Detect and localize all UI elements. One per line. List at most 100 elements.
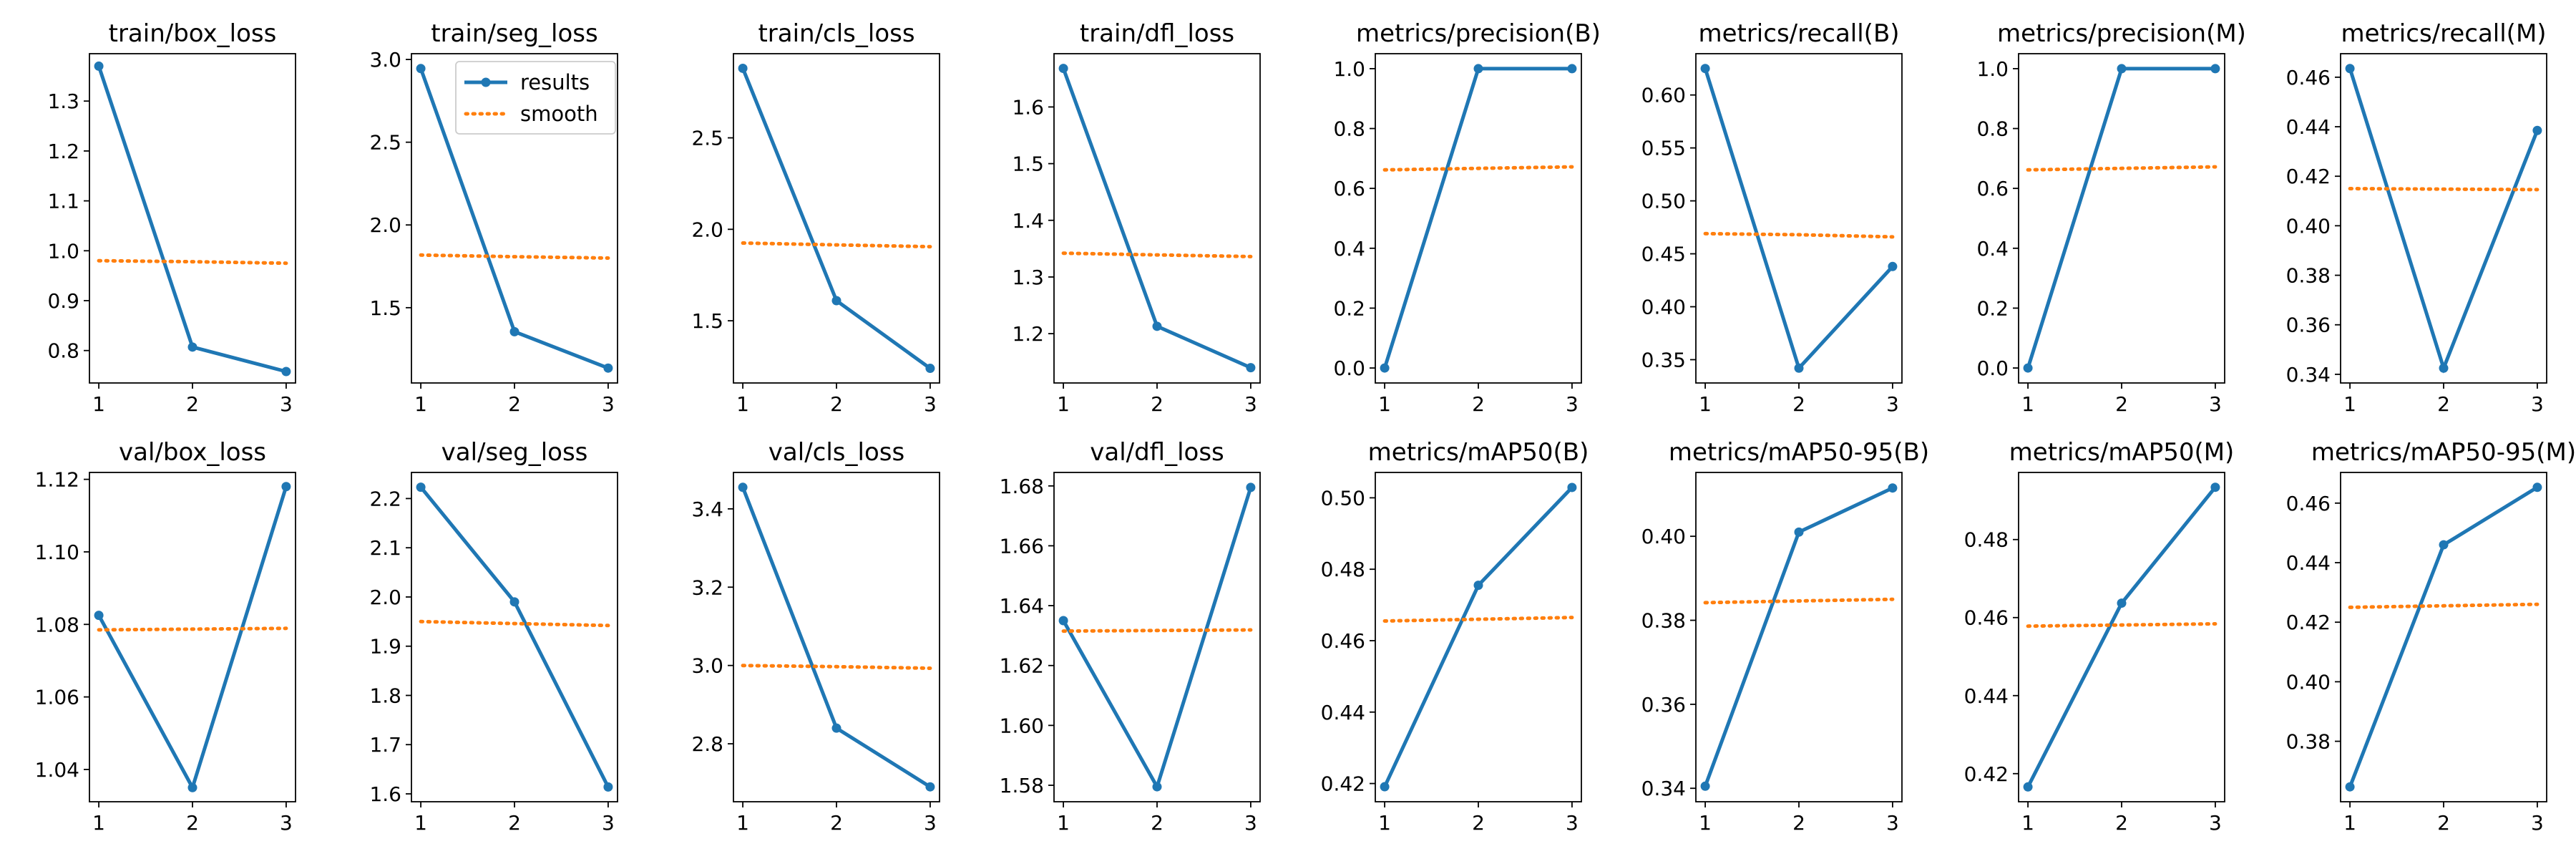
data-point <box>1567 482 1577 492</box>
data-point <box>94 61 104 71</box>
series-line-results <box>1703 67 1894 372</box>
subplot-13: metrics/mAP50(B) 0.42 0.44 0.46 0.48 0.50 1 2 3 <box>1321 438 1589 835</box>
x-tick-label: 2 <box>186 811 199 835</box>
y-tick-label: 1.12 <box>35 468 79 492</box>
y-tick-label: 2.8 <box>691 732 723 756</box>
series-line-results <box>1382 67 1572 369</box>
data-point <box>1380 782 1390 792</box>
x-tick-label: 1 <box>2343 811 2356 835</box>
y-tick-label: 0.42 <box>2286 165 2331 188</box>
y-tick-label: 1.6 <box>1012 95 1044 119</box>
axes-frame <box>1695 472 1903 802</box>
x-tick-label: 2 <box>830 392 843 416</box>
x-tick-label: 2 <box>2437 811 2450 835</box>
x-tick-label: 1 <box>736 811 749 835</box>
data-point <box>2532 125 2542 135</box>
series-line-results <box>97 486 288 792</box>
data-point <box>2117 64 2127 74</box>
y-tick-label: 0.44 <box>2286 115 2331 139</box>
x-tick-label: 1 <box>1057 392 1070 416</box>
data-point <box>2117 598 2127 608</box>
y-tick-label: 1.0 <box>47 239 79 263</box>
data-point <box>2023 363 2033 373</box>
y-tick-label: 3.0 <box>369 48 401 72</box>
axes-frame <box>89 472 296 802</box>
y-tick-label: 1.2 <box>47 140 79 163</box>
x-tick-label: 3 <box>1886 811 1899 835</box>
y-tick-label: 0.6 <box>1976 177 2009 200</box>
data-point <box>2210 482 2220 492</box>
subplot-7: metrics/precision(M) 0.0 0.2 0.4 0.6 0.8 1.0 1 2… <box>1976 19 2245 416</box>
series-line-results <box>419 486 610 788</box>
y-tick-label: 0.9 <box>47 289 79 313</box>
data-point <box>603 363 613 373</box>
y-tick-label: 0.46 <box>2286 492 2331 515</box>
subplot-title: metrics/precision(B) <box>1356 19 1601 48</box>
y-tick-label: 0.40 <box>2286 670 2331 694</box>
subplot-title: metrics/precision(M) <box>1997 19 2246 48</box>
subplot-6: metrics/recall(B) 0.35 0.40 0.45 0.50 0.55 0.6… <box>1641 19 1903 416</box>
y-tick-label: 0.4 <box>1976 237 2009 261</box>
axes-frame <box>733 53 940 384</box>
legend-results-marker <box>481 77 491 87</box>
y-tick-label: 1.0 <box>1333 57 1365 81</box>
x-tick-label: 3 <box>1886 392 1899 416</box>
axes-frame <box>733 472 940 802</box>
x-tick-label: 1 <box>1378 392 1391 416</box>
series-line-smooth <box>2026 622 2218 629</box>
x-tick-label: 1 <box>1699 392 1712 416</box>
series-line-smooth <box>1382 165 1574 172</box>
series-line-results <box>1061 487 1253 792</box>
series-line-smooth <box>741 664 932 670</box>
x-tick-label: 3 <box>1244 392 1257 416</box>
data-point <box>925 782 935 792</box>
data-point <box>831 723 841 733</box>
x-tick-label: 1 <box>1378 811 1391 835</box>
y-tick-label: 0.4 <box>1333 237 1365 261</box>
y-tick-label: 1.7 <box>369 733 401 757</box>
y-tick-label: 1.6 <box>369 782 401 806</box>
series-line-results <box>741 67 932 370</box>
series-line-smooth <box>419 253 610 260</box>
y-tick-label: 1.60 <box>1000 714 1044 737</box>
y-tick-label: 2.5 <box>691 127 723 150</box>
y-tick-label: 1.10 <box>35 540 79 564</box>
y-tick-label: 0.40 <box>1641 296 1686 319</box>
series-line-smooth <box>741 241 932 249</box>
subplot-16: metrics/mAP50-95(M) 0.38 0.40 0.42 0.44 0.46 1… <box>2286 438 2576 835</box>
series-line-smooth <box>1061 628 1253 634</box>
subplot-title: metrics/mAP50(M) <box>2009 438 2235 467</box>
y-tick-label: 0.34 <box>2286 363 2331 387</box>
y-tick-label: 0.44 <box>1321 701 1365 724</box>
y-tick-label: 0.46 <box>1964 606 2009 630</box>
data-point <box>2210 64 2220 74</box>
subplot-14: metrics/mAP50-95(B) 0.34 0.36 0.38 0.40 1 2 3 <box>1641 438 1929 835</box>
series-line-results <box>2348 68 2540 374</box>
series-line-results <box>2026 486 2217 788</box>
y-tick-label: 2.2 <box>369 487 401 510</box>
y-tick-label: 1.3 <box>1012 266 1044 289</box>
subplot-title: metrics/mAP50(B) <box>1368 438 1589 467</box>
subplot-title: train/seg_loss <box>431 19 597 48</box>
x-tick-label: 2 <box>1151 392 1163 416</box>
subplot-title: val/cls_loss <box>769 438 904 467</box>
data-point <box>2023 782 2033 792</box>
y-tick-label: 1.5 <box>691 309 723 333</box>
x-tick-label: 2 <box>508 811 521 835</box>
data-point <box>2532 482 2542 492</box>
y-tick-label: 1.06 <box>35 686 79 709</box>
y-tick-label: 0.45 <box>1641 243 1686 266</box>
y-tick-label: 1.0 <box>1976 57 2009 81</box>
y-tick-label: 1.58 <box>1000 774 1044 797</box>
y-tick-label: 0.38 <box>2286 264 2331 288</box>
data-point <box>2439 540 2449 550</box>
y-tick-label: 1.08 <box>35 613 79 636</box>
y-tick-label: 0.8 <box>47 339 79 363</box>
series-line-smooth <box>2348 187 2540 192</box>
data-point <box>1152 782 1162 792</box>
series-line-smooth <box>1061 251 1253 258</box>
x-tick-label: 2 <box>1792 811 1805 835</box>
axes-frame <box>1375 472 1582 802</box>
y-tick-label: 0.2 <box>1976 296 2009 320</box>
y-tick-label: 2.5 <box>369 131 401 155</box>
